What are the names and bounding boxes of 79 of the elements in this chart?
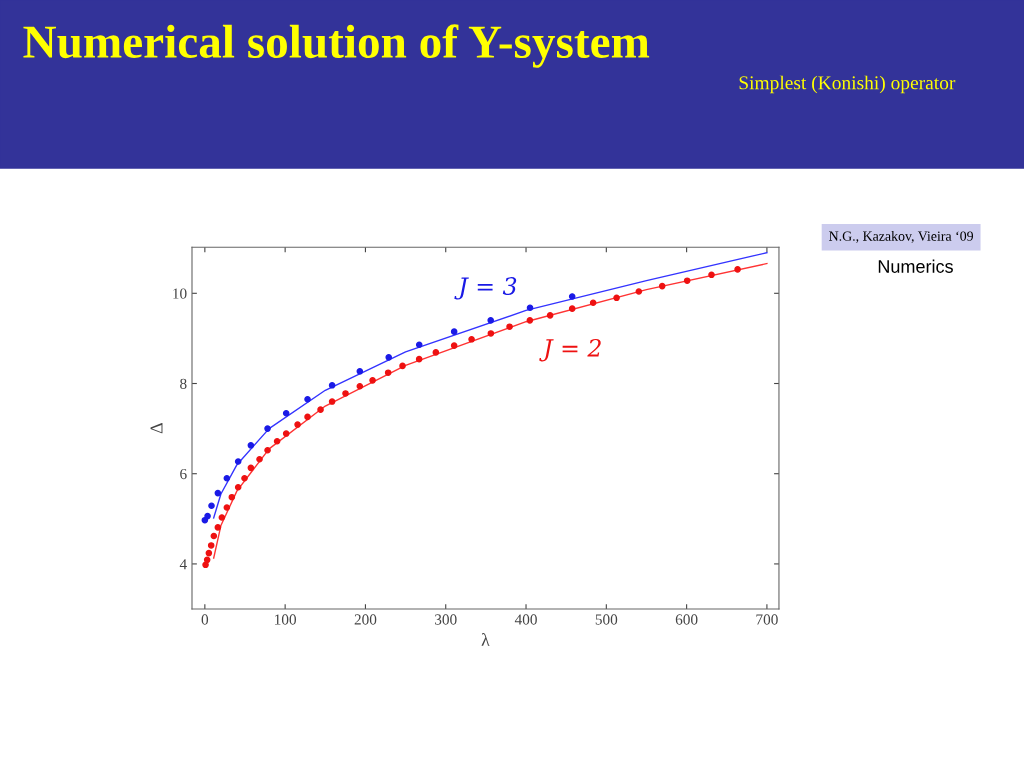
- x-tick-label: 200: [354, 614, 377, 625]
- point: [234, 483, 242, 491]
- point: [208, 502, 215, 510]
- y-tick-label: 6: [180, 468, 187, 480]
- x-tick-label: 0: [201, 614, 209, 625]
- point: [568, 305, 576, 312]
- point: [223, 504, 231, 511]
- point: [589, 299, 597, 307]
- point: [683, 277, 691, 284]
- chart-title: Numerical solution of Y-system: [23, 24, 650, 68]
- point: [218, 514, 226, 521]
- point: [203, 556, 211, 564]
- x-tick-label: 600: [675, 614, 698, 625]
- x-tick-label: 400: [514, 614, 537, 625]
- point: [356, 368, 364, 375]
- point: [214, 524, 222, 531]
- text: Simplest (Konishi) operator: [739, 75, 956, 94]
- point: [356, 382, 364, 390]
- point: [399, 362, 406, 370]
- point: [468, 336, 475, 343]
- point: [487, 317, 494, 324]
- point: [526, 304, 534, 312]
- point: [526, 317, 534, 324]
- point: [635, 288, 643, 295]
- point: [273, 437, 281, 445]
- point: [328, 382, 336, 389]
- point: [256, 455, 263, 463]
- x-tick-label: 500: [595, 614, 618, 625]
- point: [204, 512, 211, 520]
- point: [247, 464, 255, 472]
- point: [264, 425, 271, 432]
- point: [207, 542, 215, 549]
- point: [210, 532, 218, 540]
- point: [450, 328, 458, 335]
- point: [369, 377, 376, 384]
- point: [415, 355, 423, 363]
- y-tick-label: 10: [173, 288, 187, 299]
- y-axis-title: Δ: [150, 423, 163, 434]
- point: [415, 341, 423, 349]
- point: [282, 430, 290, 437]
- series-label: J = 3: [454, 277, 517, 300]
- point: [546, 312, 554, 319]
- point: [385, 354, 393, 361]
- point: [202, 561, 209, 569]
- point: [241, 474, 248, 482]
- point: [432, 349, 440, 356]
- line-series: [212, 252, 768, 519]
- text: Numerics: [878, 259, 953, 273]
- x-axis-title: λ: [481, 633, 490, 646]
- point: [658, 282, 666, 290]
- point: [708, 271, 715, 279]
- point: [304, 413, 311, 421]
- point: [506, 323, 513, 330]
- point: [342, 390, 349, 397]
- point: [223, 474, 231, 482]
- series-label: J = 2: [539, 338, 601, 362]
- point: [294, 421, 301, 428]
- y-tick-label: 4: [179, 559, 187, 570]
- point: [734, 266, 741, 273]
- point: [613, 294, 620, 302]
- point: [282, 409, 290, 417]
- y-tick-label: 8: [180, 378, 187, 389]
- point: [450, 342, 458, 349]
- point: [568, 293, 576, 300]
- point: [328, 398, 336, 405]
- point: [205, 549, 213, 557]
- x-tick-label: 100: [275, 614, 297, 625]
- point: [317, 406, 324, 413]
- point: [234, 458, 242, 465]
- x-tick-label: 700: [756, 614, 778, 625]
- point: [487, 330, 495, 337]
- point: [214, 489, 222, 497]
- point: [247, 442, 255, 449]
- point: [384, 369, 392, 376]
- x-tick-label: 300: [435, 614, 457, 625]
- text: N.G., Kazakov, Vieira ‘09: [829, 231, 974, 243]
- point: [228, 493, 236, 501]
- point: [264, 446, 271, 454]
- point: [304, 396, 311, 403]
